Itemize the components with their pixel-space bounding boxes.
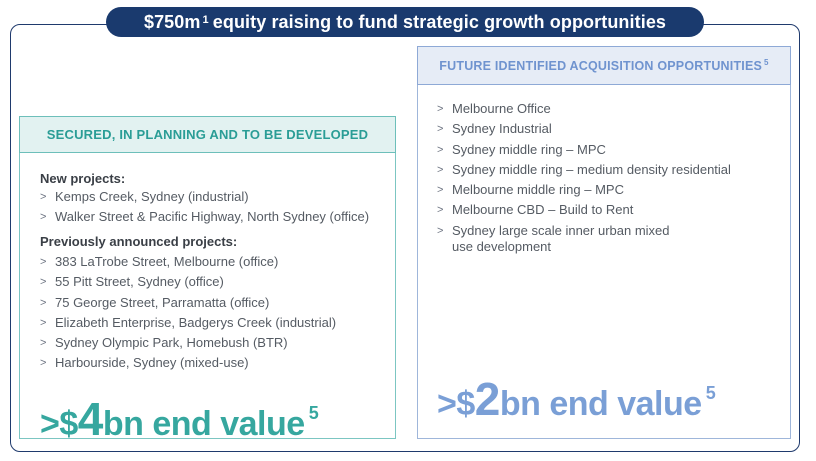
chevron-right-icon: > xyxy=(40,191,47,203)
list-item: > Sydney Industrial xyxy=(437,119,757,139)
new-projects-label: New projects: xyxy=(40,171,126,186)
previous-projects-label: Previously announced projects: xyxy=(40,234,238,249)
list-item: > Kemps Creek, Sydney (industrial) xyxy=(40,187,390,207)
page-title: $750m 1 equity raising to fund strategic g… xyxy=(106,7,704,37)
secured-end-value: >$4bn end value 5 xyxy=(40,393,319,445)
list-item: > Sydney middle ring – medium density res… xyxy=(437,160,757,180)
list-item: > Sydney large scale inner urban mixed us… xyxy=(437,222,670,254)
chevron-right-icon: > xyxy=(437,204,444,217)
chevron-right-icon: > xyxy=(40,357,47,370)
title-amount: $750m xyxy=(143,11,201,32)
title-footnote: 1 xyxy=(202,14,209,26)
chevron-right-icon: > xyxy=(437,163,444,176)
title-text: equity raising to fund strategic growth … xyxy=(212,11,667,32)
list-item: > Melbourne CBD – Build to Rent xyxy=(437,200,757,220)
chevron-right-icon: > xyxy=(40,316,47,329)
list-item: >55 Pitt Street, Sydney (office) xyxy=(40,272,390,292)
chevron-right-icon: > xyxy=(437,123,444,136)
secured-panel-heading: SECURED, IN PLANNING AND TO BE DEVELOPED xyxy=(19,116,396,153)
chevron-right-icon: > xyxy=(40,337,47,350)
chevron-right-icon: > xyxy=(437,103,444,115)
chevron-right-icon: > xyxy=(40,256,47,268)
list-item: > Melbourne Office xyxy=(437,99,757,119)
list-item: > Sydney Olympic Park, Homebush (BTR) xyxy=(40,333,390,353)
acquisition-panel-heading: FUTURE IDENTIFIED ACQUISITION OPPORTUNIT… xyxy=(417,46,791,85)
chevron-right-icon: > xyxy=(437,184,444,197)
list-item: > Sydney middle ring – MPC xyxy=(437,140,757,160)
list-item: > Melbourne middle ring – MPC xyxy=(437,180,757,200)
list-item: > Elizabeth Enterprise, Badgerys Creek (i… xyxy=(40,313,390,333)
acquisition-end-value: >$2bn end value 5 xyxy=(437,373,716,425)
chevron-right-icon: > xyxy=(40,296,47,309)
previous-projects-list: >383 LaTrobe Street, Melbourne (office) … xyxy=(40,252,390,374)
chevron-right-icon: > xyxy=(437,143,444,156)
chevron-right-icon: > xyxy=(437,224,444,237)
acquisition-list: > Melbourne Office > Sydney Industrial > Sy… xyxy=(437,99,757,255)
list-item: >75 George Street, Parramatta (office) xyxy=(40,293,390,313)
chevron-right-icon: > xyxy=(40,276,47,289)
acquisition-panel xyxy=(417,46,791,439)
secured-panel xyxy=(19,116,396,439)
list-item: > Walker Street & Pacific Highway, North … xyxy=(40,207,390,227)
list-item: > Harbourside, Sydney (mixed-use) xyxy=(40,353,390,373)
new-projects-list: > Kemps Creek, Sydney (industrial) > Walke… xyxy=(40,187,390,228)
chevron-right-icon: > xyxy=(40,211,47,224)
list-item: >383 LaTrobe Street, Melbourne (office) xyxy=(40,252,390,272)
